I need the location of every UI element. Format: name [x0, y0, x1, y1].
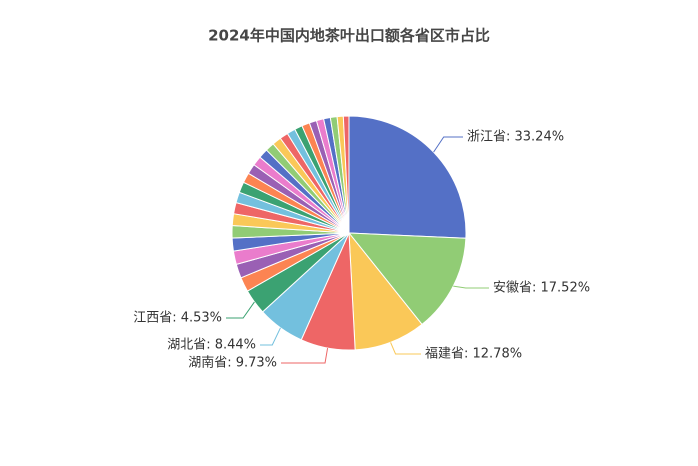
leader-line: [226, 301, 255, 319]
slice-label: 湖北省: 8.44%: [167, 338, 256, 353]
pie-slice: [347, 232, 467, 326]
pie-slice: [348, 231, 423, 351]
slice-label: 湖南省: 9.73%: [188, 355, 277, 371]
leader-line: [433, 136, 463, 153]
leader-line: [390, 342, 421, 355]
slice-label: 福建省: 12.78%: [425, 347, 522, 362]
slice-label: 浙江省: 33.24%: [467, 130, 564, 145]
leader-line: [260, 327, 281, 346]
pie-slice: [342, 115, 350, 234]
slice-label: 江西省: 4.53%: [133, 311, 222, 326]
pie-slice: [348, 115, 467, 239]
slice-label: 安徽省: 17.52%: [493, 281, 590, 296]
chart-title: 2024年中国内地茶叶出口额各省区市占比: [208, 27, 490, 45]
leader-line: [453, 285, 489, 289]
leader-line: [281, 347, 329, 364]
